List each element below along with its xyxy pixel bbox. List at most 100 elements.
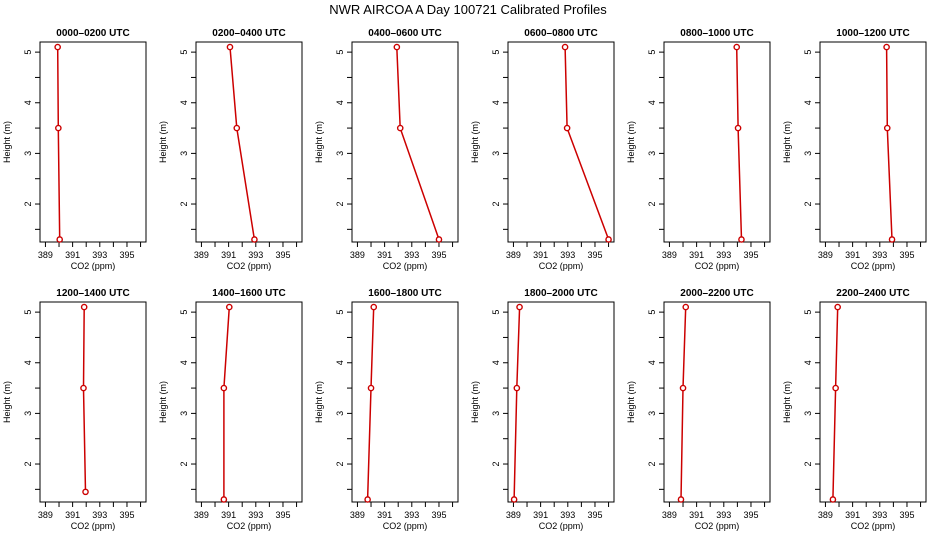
panel-title: 1400–1600 UTC	[212, 288, 285, 299]
y-tick-label: 5	[803, 310, 813, 315]
x-tick-label: 393	[560, 510, 575, 520]
y-axis-label: Height (m)	[158, 121, 168, 163]
profile-line	[832, 307, 839, 500]
x-tick-label: 391	[845, 510, 860, 520]
y-axis-label: Height (m)	[2, 381, 12, 423]
y-tick-label: 5	[647, 50, 657, 55]
x-tick-label: 395	[899, 510, 914, 520]
profile-point	[393, 43, 401, 51]
y-tick-label: 3	[491, 151, 501, 156]
y-tick-label: 5	[23, 310, 33, 315]
profile-point	[738, 236, 745, 243]
panel-title: 0200–0400 UTC	[212, 28, 285, 39]
profile-panel: 1000–1200 UTC 389 391 393 395 2 3 4 5 CO2 (ppm) He…	[782, 28, 927, 271]
panel-title: 1200–1400 UTC	[56, 288, 129, 299]
profile-point	[605, 236, 612, 243]
profile-point	[679, 384, 687, 392]
y-axis-label: Height (m)	[626, 121, 636, 163]
y-tick-label: 4	[335, 360, 345, 365]
x-tick-label: 393	[560, 250, 575, 260]
panel-title: 0400–0600 UTC	[368, 28, 441, 39]
profile-panel: 0600–0800 UTC 389 391 393 395 2 3 4 5 CO2 (ppm) He…	[470, 28, 615, 271]
plot-frame	[195, 41, 303, 243]
x-tick-label: 391	[533, 510, 548, 520]
x-tick-label: 395	[743, 510, 758, 520]
plot-frame	[663, 301, 771, 503]
plot-frame	[507, 41, 615, 243]
x-axis-label: CO2 (ppm)	[227, 261, 272, 271]
figure-title: NWR AIRCOA A Day 100721 Calibrated Profi…	[329, 2, 607, 17]
y-axis-label: Height (m)	[782, 121, 792, 163]
profile-line	[82, 307, 87, 492]
profile-point	[734, 124, 742, 132]
x-tick-label: 391	[533, 250, 548, 260]
x-tick-label: 393	[248, 250, 263, 260]
x-tick-label: 389	[662, 250, 677, 260]
x-axis-label: CO2 (ppm)	[539, 261, 584, 271]
y-tick-label: 5	[647, 310, 657, 315]
y-tick-label: 3	[491, 411, 501, 416]
profile-line	[885, 47, 893, 240]
x-tick-label: 393	[404, 250, 419, 260]
profile-point	[370, 303, 378, 311]
y-axis-label: Height (m)	[782, 381, 792, 423]
y-tick-label: 3	[179, 151, 189, 156]
profile-point	[367, 384, 375, 392]
profile-point	[225, 303, 233, 311]
x-axis-label: CO2 (ppm)	[695, 261, 740, 271]
y-tick-label: 5	[23, 50, 33, 55]
plot-frame	[507, 301, 615, 503]
panel-title: 0600–0800 UTC	[524, 28, 597, 39]
profile-point	[883, 43, 890, 51]
x-tick-label: 395	[743, 250, 758, 260]
y-tick-label: 3	[23, 411, 33, 416]
y-tick-label: 3	[335, 411, 345, 416]
panel-title: 1800–2000 UTC	[524, 288, 597, 299]
profile-point	[435, 236, 443, 243]
profile-point	[888, 236, 896, 243]
y-tick-label: 5	[179, 50, 189, 55]
profile-line	[680, 307, 687, 500]
y-tick-label: 4	[647, 100, 657, 105]
panel-title: 2000–2200 UTC	[680, 288, 753, 299]
x-axis-label: CO2 (ppm)	[851, 261, 896, 271]
y-axis-label: Height (m)	[314, 121, 324, 163]
y-axis-label: Height (m)	[2, 121, 12, 163]
plot-frame	[351, 41, 459, 243]
y-tick-label: 5	[803, 50, 813, 55]
x-tick-label: 393	[872, 510, 887, 520]
x-tick-label: 395	[275, 510, 290, 520]
x-tick-label: 393	[92, 510, 107, 520]
profile-panel: 0800–1000 UTC 389 391 393 395 2 3 4 5 CO2 (ppm) He…	[626, 28, 771, 271]
y-tick-label: 3	[23, 151, 33, 156]
y-tick-label: 2	[335, 202, 345, 207]
panel-title: 1600–1800 UTC	[368, 288, 441, 299]
x-tick-label: 389	[506, 510, 521, 520]
profile-point	[80, 384, 87, 392]
x-tick-label: 395	[899, 250, 914, 260]
y-axis-label: Height (m)	[314, 381, 324, 423]
x-tick-label: 393	[404, 510, 419, 520]
x-tick-label: 395	[275, 250, 290, 260]
y-tick-label: 2	[23, 202, 33, 207]
panel-title: 0800–1000 UTC	[680, 28, 753, 39]
y-tick-label: 4	[23, 360, 33, 365]
x-tick-label: 395	[431, 250, 446, 260]
x-tick-label: 389	[662, 510, 677, 520]
profile-line	[396, 47, 440, 240]
y-tick-label: 2	[803, 462, 813, 467]
profile-line	[513, 307, 521, 500]
x-tick-label: 393	[872, 250, 887, 260]
profile-panel: 0400–0600 UTC 389 391 393 395 2 3 4 5 CO2 (ppm) He…	[314, 28, 459, 271]
x-tick-label: 389	[38, 250, 53, 260]
y-tick-label: 4	[23, 100, 33, 105]
profile-line	[366, 307, 375, 500]
x-tick-label: 389	[194, 250, 209, 260]
x-tick-label: 389	[38, 510, 53, 520]
x-tick-label: 389	[818, 250, 833, 260]
profile-panel: 1200–1400 UTC 389 391 393 395 2 3 4 5 CO2 (ppm) He…	[2, 288, 147, 531]
profile-point	[883, 124, 891, 132]
x-axis-label: CO2 (ppm)	[71, 521, 116, 531]
x-tick-label: 395	[119, 510, 134, 520]
x-tick-label: 391	[689, 510, 704, 520]
